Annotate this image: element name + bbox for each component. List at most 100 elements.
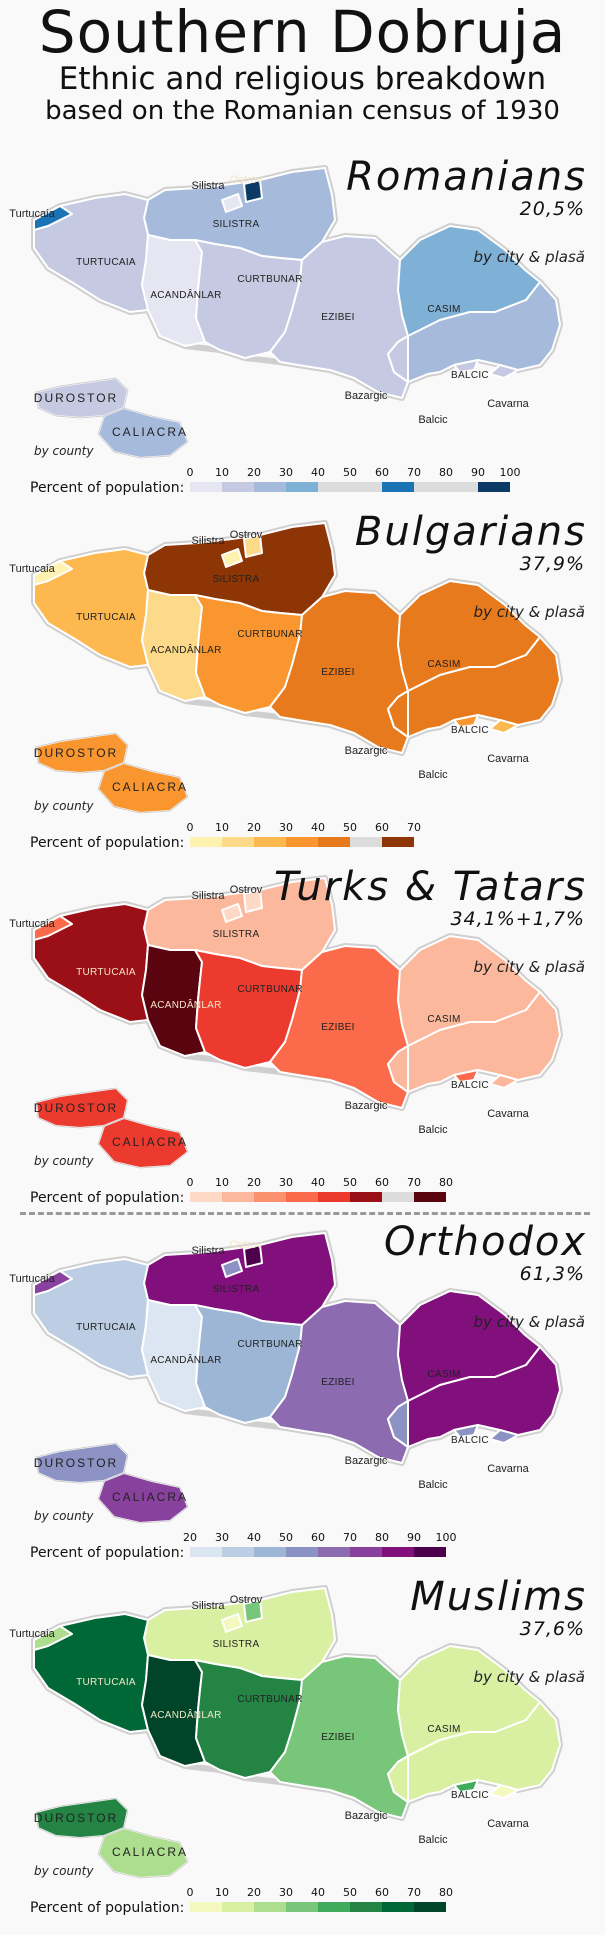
region-turtucaia-city xyxy=(33,560,73,586)
legend-swatch xyxy=(190,482,222,492)
legend-tick: 20 xyxy=(183,1531,197,1544)
legend-swatch xyxy=(382,1902,414,1912)
legend-tick: 60 xyxy=(375,1176,389,1189)
panel-percentage: 37,6% xyxy=(519,1618,585,1640)
legend-swatch xyxy=(222,1547,254,1557)
legend-tick: 40 xyxy=(247,1531,261,1544)
map-label-cavarna: Cavarna xyxy=(487,1108,529,1120)
legend-tick: 10 xyxy=(215,466,229,479)
region-turtucaia-city xyxy=(33,205,73,231)
legend-swatch xyxy=(190,1547,222,1557)
legend-tick: 70 xyxy=(343,1531,357,1544)
panel-percentage: 34,1%+1,7% xyxy=(450,908,585,930)
page-title: Southern Dobruja xyxy=(38,0,567,66)
map-label-ezibei: EZIBEI xyxy=(321,312,355,323)
map-label-acandanlar: ACANDÂNLAR xyxy=(150,1000,222,1011)
legend-tick: 30 xyxy=(279,1176,293,1189)
legend-swatch xyxy=(478,482,510,492)
map-label-cavarna: Cavarna xyxy=(487,398,529,410)
legend-tick: 40 xyxy=(311,1176,325,1189)
legend-swatch xyxy=(350,482,382,492)
map-label-caliacra: CALIACRA xyxy=(111,425,189,439)
legend-tick: 30 xyxy=(279,821,293,834)
map-label-caliacra: CALIACRA xyxy=(111,780,189,794)
region-cavarna xyxy=(489,1429,519,1444)
legend-tick: 20 xyxy=(247,821,261,834)
map-svg xyxy=(31,165,563,459)
map-label-silistra-city: Silistra xyxy=(191,1600,225,1612)
panel-title: Turks & Tatars xyxy=(273,864,587,910)
region-bazargic xyxy=(387,1755,409,1803)
legend-swatch xyxy=(222,837,254,847)
legend-swatch xyxy=(446,482,478,492)
map-label-cavarna: Cavarna xyxy=(487,1818,529,1830)
legend-swatch xyxy=(318,1902,350,1912)
map-label-ostrov: Ostrov xyxy=(229,1239,263,1251)
legend-swatch xyxy=(222,482,254,492)
region-ostrov xyxy=(243,1244,263,1268)
map-label-balcic-city: Balcic xyxy=(418,1834,448,1846)
map-label-bazargic: Bazargic xyxy=(344,745,388,757)
region-silistra-city xyxy=(221,548,243,568)
legend-tick: 10 xyxy=(215,1176,229,1189)
legend-tick: 80 xyxy=(375,1531,389,1544)
region-turtucaia-city xyxy=(33,1625,73,1651)
region-turtucaia-city xyxy=(33,1270,73,1296)
legend-tick: 0 xyxy=(186,1176,194,1189)
map-svg xyxy=(31,1585,563,1879)
page-subtitle-2: based on the Romanian census of 1930 xyxy=(45,96,560,126)
panel-title: Orthodox xyxy=(384,1219,587,1265)
map-label-balcic-city: Balcic xyxy=(418,1124,448,1136)
legend-tick: 40 xyxy=(311,466,325,479)
region-bazargic xyxy=(387,335,409,383)
map-label-turtucaia-city: Turtucaia xyxy=(9,1628,55,1640)
map-label-curtbunar: CURTBUNAR xyxy=(237,274,303,285)
map-label-balcic: BALCIC xyxy=(451,1080,489,1091)
region-ostrov xyxy=(243,1599,263,1623)
map-label-silistra: SILISTRA xyxy=(212,929,260,940)
region-silistra-city xyxy=(221,1258,243,1278)
map-label-ezibei: EZIBEI xyxy=(321,1732,355,1743)
legend-swatch xyxy=(350,1902,382,1912)
section-divider xyxy=(20,1212,590,1215)
region-balcic-city xyxy=(453,1779,479,1793)
legend-swatch xyxy=(222,1902,254,1912)
region-ostrov xyxy=(243,179,263,203)
legend-tick: 40 xyxy=(311,1886,325,1899)
region-balcic-city xyxy=(453,714,479,728)
legend-swatch xyxy=(382,1192,414,1202)
map-label-balcic-city: Balcic xyxy=(418,414,448,426)
map-label-turtucaia: TURTUCAIA xyxy=(76,257,136,268)
legend-tick: 20 xyxy=(247,466,261,479)
map-label-turtucaia-city: Turtucaia xyxy=(9,563,55,575)
scope-note: by city & plasă xyxy=(473,1313,585,1331)
region-balcic-city xyxy=(453,359,479,373)
map-label-acandanlar: ACANDÂNLAR xyxy=(150,1710,222,1721)
legend-swatch xyxy=(254,1547,286,1557)
map-label-balcic: BALCIC xyxy=(451,1435,489,1446)
map-label-silistra: SILISTRA xyxy=(212,574,260,585)
map-label-durostor: DUROSTOR xyxy=(33,1101,119,1115)
map-label-silistra-city: Silistra xyxy=(191,535,225,547)
legend-swatch xyxy=(414,482,446,492)
map-label-durostor: DUROSTOR xyxy=(33,746,119,760)
map-label-balcic-city: Balcic xyxy=(418,769,448,781)
map-label-balcic: BALCIC xyxy=(451,725,489,736)
legend-tick: 70 xyxy=(407,821,421,834)
legend-tick: 60 xyxy=(375,821,389,834)
legend-tick: 90 xyxy=(407,1531,421,1544)
legend-tick: 30 xyxy=(279,466,293,479)
map-panel-0: Romanians 20,5% by city & plasă by county Tu… xyxy=(0,154,605,515)
legend-swatch xyxy=(190,1192,222,1202)
legend-swatch xyxy=(318,837,350,847)
legend-tick: 10 xyxy=(215,821,229,834)
legend-swatch xyxy=(190,837,222,847)
map-label-cavarna: Cavarna xyxy=(487,753,529,765)
map-label-casim: CASIM xyxy=(427,1724,461,1735)
map-label-curtbunar: CURTBUNAR xyxy=(237,984,303,995)
map-panel-2: Turks & Tatars 34,1%+1,7% by city & plasă b… xyxy=(0,864,605,1225)
legend-tick: 70 xyxy=(407,1176,421,1189)
map-panel-1: Bulgarians 37,9% by city & plasă by county T… xyxy=(0,509,605,870)
region-balcic-city xyxy=(453,1424,479,1438)
legend-tick: 10 xyxy=(215,1886,229,1899)
